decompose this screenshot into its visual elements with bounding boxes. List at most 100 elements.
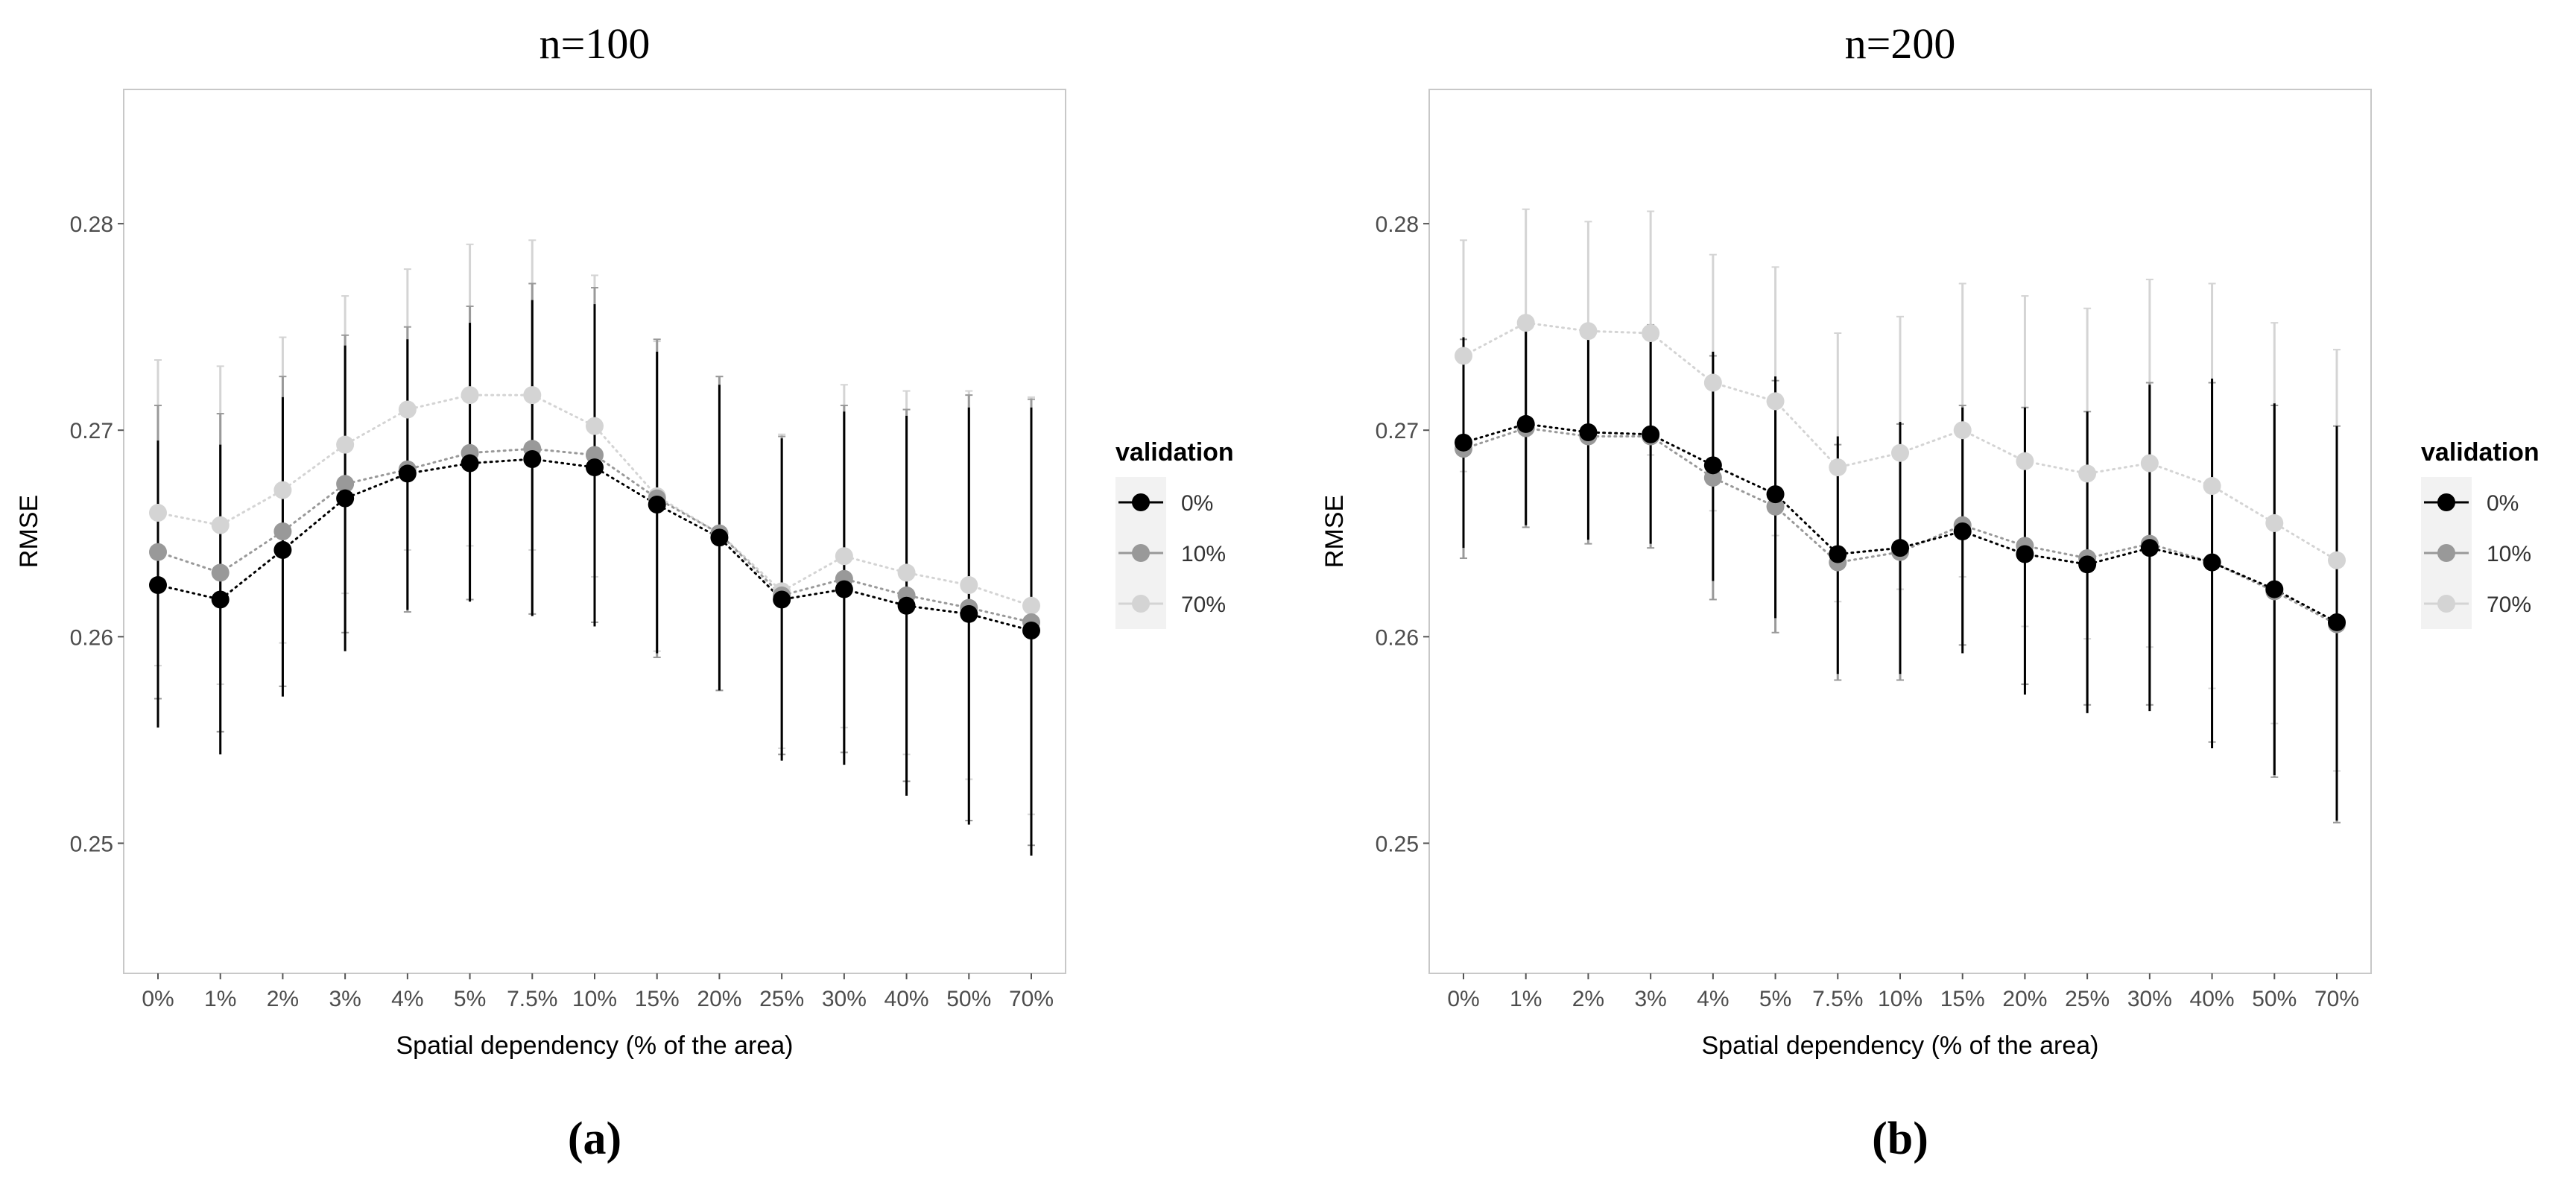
x-tick-label: 1% <box>204 987 236 1011</box>
x-tick-label: 4% <box>391 987 423 1011</box>
x-tick-label: 50% <box>2252 987 2297 1011</box>
x-tick-label: 25% <box>2065 987 2110 1011</box>
legend-label: 10% <box>2487 542 2531 566</box>
x-tick-label: 7.5% <box>1812 987 1863 1011</box>
legend-label: 70% <box>2487 593 2531 617</box>
data-point-0pct <box>1829 545 1847 563</box>
series-line-70pct <box>156 394 1033 607</box>
data-point-0pct <box>960 604 978 623</box>
data-point-0pct <box>273 540 292 559</box>
x-tick-label: 40% <box>2190 987 2235 1011</box>
panel-b-y-axis-label: RMSE <box>1320 495 1349 568</box>
x-tick-label: 40% <box>884 987 929 1011</box>
data-point-10pct <box>273 522 292 540</box>
x-tick-label: 30% <box>822 987 867 1011</box>
data-point-0pct <box>2078 555 2097 574</box>
panel-a-x-axis: 0% 1% 2% 3% 4% 5% 7.5% 10% 15% 20% 25% 30% 40% 50% 70% <box>142 973 1054 1011</box>
data-point-0pct <box>2328 613 2346 631</box>
data-point-0pct <box>1455 433 1472 452</box>
data-point-70pct <box>1891 443 1909 462</box>
panel-a-legend-keys: 0% 10% 70% <box>1115 477 1226 629</box>
data-point-0pct <box>336 489 355 508</box>
data-point-0pct <box>1953 522 1972 540</box>
data-point-10pct <box>336 475 355 493</box>
y-tick-label: 0.27 <box>1376 419 1419 443</box>
x-tick-label: 20% <box>697 987 741 1011</box>
data-point-0pct <box>710 528 729 547</box>
data-point-70pct <box>2265 514 2284 532</box>
data-point-0pct <box>1022 622 1040 640</box>
panel-a-legend: validation 0% 10% 70% <box>1115 438 1234 629</box>
data-point-0pct <box>2265 580 2284 598</box>
data-point-0pct <box>586 458 604 477</box>
legend-key-point <box>1132 544 1150 562</box>
data-point-70pct <box>2203 477 2221 496</box>
data-point-70pct <box>398 400 417 419</box>
data-point-0pct <box>835 580 853 598</box>
legend-label: 10% <box>1181 542 1226 566</box>
x-tick-label: 20% <box>2002 987 2047 1011</box>
panel-b-data-points <box>1455 314 2346 634</box>
x-tick-label: 4% <box>1697 987 1729 1011</box>
x-tick-label: 50% <box>946 987 991 1011</box>
panel-b-legend: validation 0% 10% 70% <box>2421 438 2539 629</box>
x-tick-label: 0% <box>1447 987 1479 1011</box>
data-point-70pct <box>960 576 978 595</box>
legend-label: 0% <box>2487 491 2519 516</box>
data-point-70pct <box>2140 454 2159 473</box>
x-tick-label: 2% <box>1572 987 1604 1011</box>
x-tick-label: 2% <box>267 987 299 1011</box>
data-point-70pct <box>336 435 355 454</box>
y-tick-label: 0.26 <box>1376 625 1419 650</box>
data-point-70pct <box>586 417 604 435</box>
x-tick-label: 25% <box>759 987 804 1011</box>
y-tick-label: 0.28 <box>1376 212 1419 237</box>
x-tick-label: 70% <box>2314 987 2359 1011</box>
data-point-70pct <box>1642 323 1660 342</box>
panel-b-y-axis: 0.25 0.26 0.27 0.28 <box>1376 212 1429 856</box>
panel-a-caption: (a) <box>568 1113 621 1164</box>
panel-b-title: n=200 <box>1845 19 1956 68</box>
data-point-0pct <box>211 590 230 609</box>
data-point-70pct <box>273 481 292 499</box>
legend-title: validation <box>1115 438 1234 467</box>
legend-label: 70% <box>1181 593 1226 617</box>
data-point-0pct <box>897 596 916 615</box>
x-tick-label: 5% <box>1759 987 1791 1011</box>
panel-a-y-axis: 0.25 0.26 0.27 0.28 <box>70 212 124 856</box>
data-point-70pct <box>1703 373 1722 392</box>
panel-b-caption: (b) <box>1872 1113 1928 1164</box>
data-point-70pct <box>1022 596 1040 615</box>
panel-a: n=100 0.25 0.26 0.27 0.28 0% 1% 2% 3% 4% 5% 7.5% 1… <box>15 19 1234 1164</box>
data-point-70pct <box>149 504 167 522</box>
panel-b-x-axis: 0% 1% 2% 3% 4% 5% 7.5% 10% 15% 20% 25% 30% 40% 50% 70% <box>1447 973 2359 1011</box>
x-tick-label: 3% <box>1634 987 1666 1011</box>
panel-b: n=200 0.25 0.26 0.27 0.28 0% 1% 2% 3% 4% 5% 7.5% 1… <box>1320 19 2539 1164</box>
x-tick-label: 7.5% <box>507 987 557 1011</box>
data-point-0pct <box>398 464 417 483</box>
data-point-10pct <box>1766 497 1785 516</box>
data-point-70pct <box>211 516 230 534</box>
legend-title: validation <box>2421 438 2539 467</box>
data-point-70pct <box>1455 347 1472 365</box>
data-point-70pct <box>2016 452 2034 470</box>
data-point-0pct <box>1579 423 1598 441</box>
x-tick-label: 3% <box>329 987 361 1011</box>
data-point-0pct <box>1703 456 1722 475</box>
data-point-0pct <box>149 576 167 595</box>
data-point-70pct <box>1766 392 1785 411</box>
x-tick-label: 15% <box>1940 987 1985 1011</box>
data-point-0pct <box>2203 553 2221 572</box>
data-point-70pct <box>1516 314 1535 332</box>
series-line-0pct <box>156 458 1033 632</box>
data-point-0pct <box>523 450 542 469</box>
data-point-70pct <box>835 547 853 566</box>
data-point-70pct <box>2078 464 2097 483</box>
data-point-0pct <box>1766 485 1785 504</box>
panel-b-x-axis-label: Spatial dependency (% of the area) <box>1701 1031 2098 1060</box>
y-tick-label: 0.27 <box>70 419 113 443</box>
data-point-70pct <box>2328 551 2346 569</box>
panel-a-title: n=100 <box>539 19 651 68</box>
data-point-0pct <box>1642 425 1660 443</box>
